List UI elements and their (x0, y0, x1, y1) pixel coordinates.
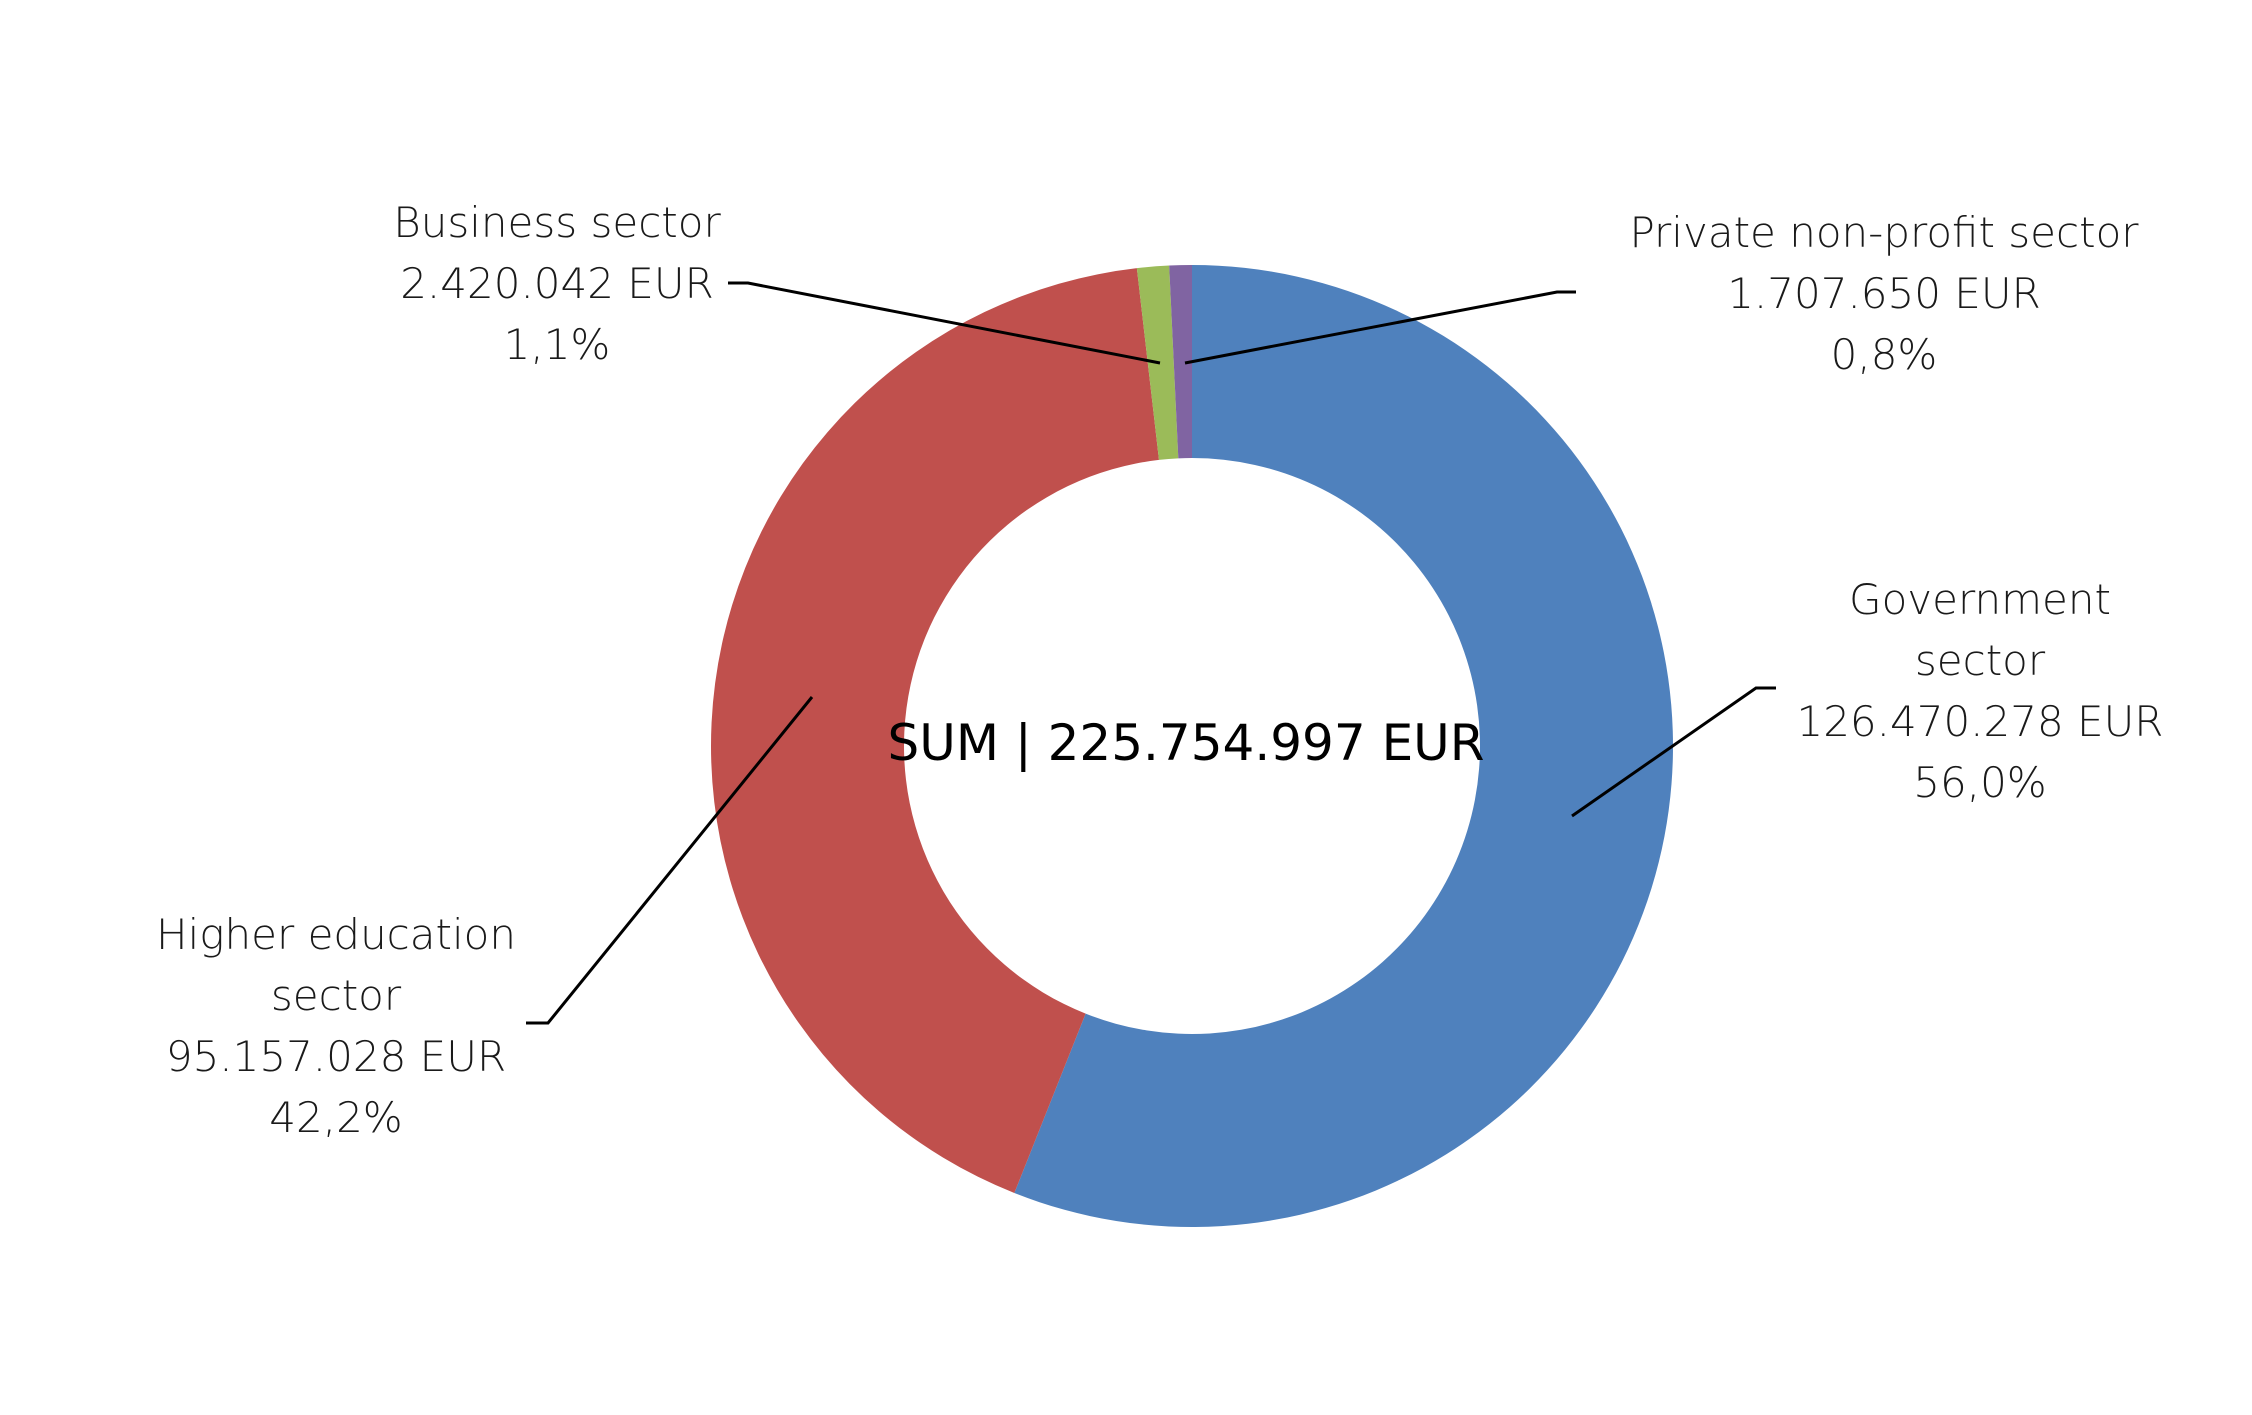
donut-slice-government-sector (1014, 265, 1673, 1227)
slice-value-label: 2.420.042 EUR (400, 259, 714, 308)
slice-value-label: 126.470.278 EUR (1796, 697, 2163, 746)
slice-label-line: Private non-profit sector (1629, 208, 2139, 257)
data-label-business: Business sector 2.420.042 EUR 1,1% (393, 198, 721, 369)
slice-percent-label: 42,2% (269, 1093, 402, 1142)
slice-label-line: sector (1915, 636, 2046, 685)
slice-percent-label: 1,1% (504, 320, 611, 369)
data-label-higher-education: Higher education sector 95.157.028 EUR 4… (156, 910, 516, 1142)
leader-line-higher-education (526, 696, 814, 1025)
slice-label-line: Government (1849, 575, 2111, 624)
slice-percent-label: 0,8% (1831, 330, 1938, 379)
donut-slice-higher-education-sector (711, 268, 1159, 1193)
donut-slice-private-non-profit-sector (1169, 265, 1192, 459)
center-sum-label: SUM | 225.754.997 EUR (887, 714, 1484, 772)
slice-label-line: sector (271, 971, 402, 1020)
slice-value-label: 95.157.028 EUR (166, 1032, 506, 1081)
slice-label-line: Higher education (156, 910, 516, 959)
slice-percent-label: 56,0% (1913, 758, 2046, 807)
slice-label-line: Business sector (393, 198, 721, 247)
leader-line-business (728, 281, 1161, 365)
data-label-government: Government sector 126.470.278 EUR 56,0% (1796, 575, 2163, 807)
leader-line-private-non-profit (1184, 290, 1576, 365)
data-label-private-non-profit: Private non-profit sector 1.707.650 EUR … (1629, 208, 2139, 379)
slice-value-label: 1.707.650 EUR (1727, 269, 2041, 318)
donut-slices (711, 265, 1673, 1227)
leader-line-government (1571, 686, 1776, 818)
